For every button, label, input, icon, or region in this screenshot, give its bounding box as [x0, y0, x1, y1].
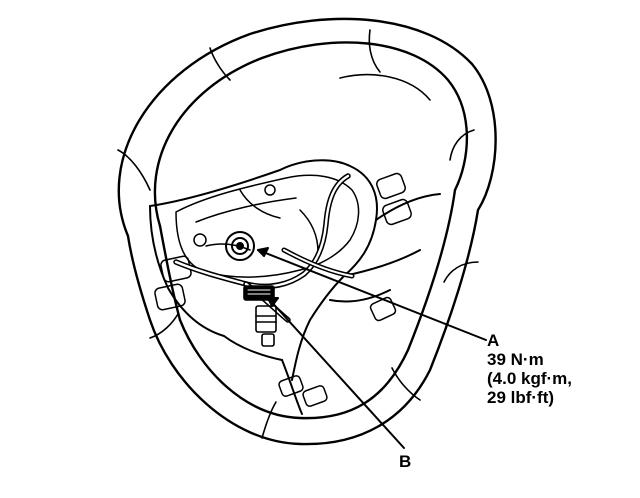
steering-wheel-hub [149, 159, 441, 415]
leader-lines [257, 247, 487, 449]
nut-icon [225, 231, 255, 261]
leader-line-a [257, 249, 487, 341]
callout-a-torque-nm: 39 N·m [487, 350, 544, 369]
callout-b: B [399, 452, 411, 471]
spoke-switches [154, 172, 412, 407]
callout-a-torque-kgfm: (4.0 kgf·m, [487, 369, 573, 388]
callout-a-torque-lbfft: 29 lbf·ft) [487, 388, 555, 407]
leader-line-b [267, 297, 405, 449]
rim-seams [117, 29, 479, 439]
connector-icon [243, 285, 277, 347]
callout-a: A 39 N·m (4.0 kgf·m, 29 lbf·ft) [487, 331, 572, 407]
steering-wheel-rim [117, 17, 497, 446]
callout-b-letter: B [399, 452, 412, 471]
callout-a-letter: A [487, 331, 500, 350]
